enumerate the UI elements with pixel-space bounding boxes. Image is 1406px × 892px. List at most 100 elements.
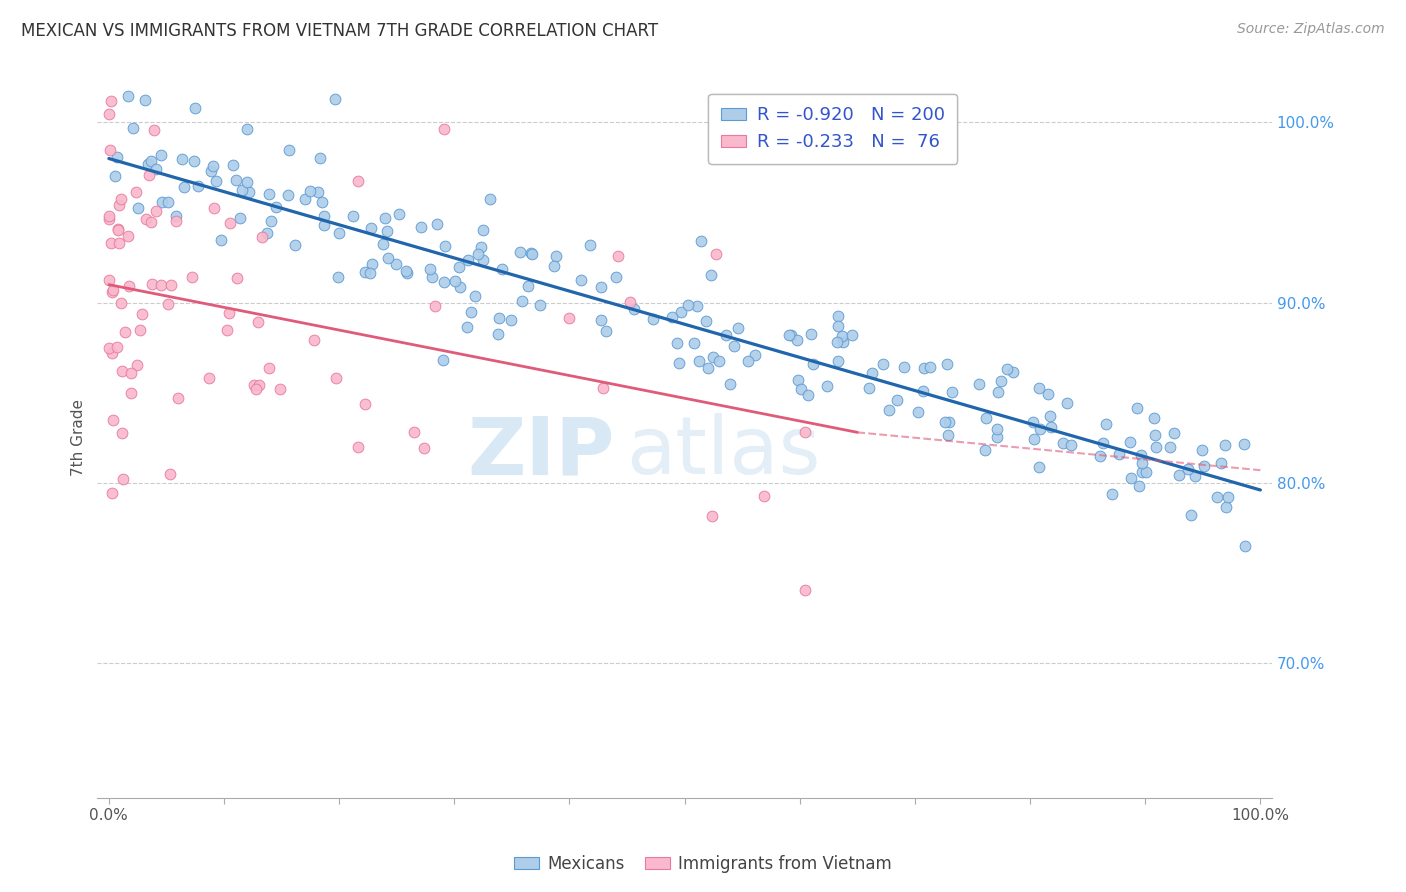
Point <box>328 227 350 241</box>
Point <box>907 405 929 419</box>
Point <box>121 120 143 135</box>
Point <box>371 237 394 252</box>
Point <box>488 310 510 325</box>
Point <box>886 392 908 407</box>
Point <box>180 270 202 285</box>
Point <box>987 385 1010 400</box>
Point <box>145 204 167 219</box>
Point <box>236 122 259 136</box>
Point <box>990 374 1012 388</box>
Point <box>307 185 329 199</box>
Point <box>800 327 823 342</box>
Point <box>444 274 467 288</box>
Point <box>198 371 221 385</box>
Y-axis label: 7th Grade: 7th Grade <box>72 400 86 476</box>
Point <box>877 402 900 417</box>
Point <box>704 247 727 261</box>
Point <box>135 211 157 226</box>
Point <box>794 582 817 597</box>
Point <box>97 209 120 223</box>
Point <box>134 93 156 107</box>
Point <box>235 175 257 189</box>
Point <box>516 278 538 293</box>
Point <box>228 211 250 225</box>
Point <box>1168 467 1191 482</box>
Point <box>707 353 730 368</box>
Point <box>260 214 283 228</box>
Point <box>794 425 817 439</box>
Point <box>1215 438 1237 452</box>
Point <box>752 489 775 503</box>
Point <box>245 382 267 396</box>
Point <box>125 185 148 199</box>
Point <box>311 194 333 209</box>
Point <box>360 220 382 235</box>
Point <box>100 346 122 360</box>
Point <box>543 260 565 274</box>
Point <box>872 357 894 371</box>
Point <box>702 508 724 523</box>
Point <box>395 264 418 278</box>
Point <box>219 216 242 230</box>
Point <box>247 378 270 392</box>
Point <box>688 354 710 368</box>
Point <box>377 251 399 265</box>
Point <box>225 271 247 285</box>
Point <box>464 289 486 303</box>
Point <box>422 269 444 284</box>
Point <box>209 233 232 247</box>
Point <box>98 272 121 286</box>
Point <box>107 222 129 236</box>
Text: MEXICAN VS IMMIGRANTS FROM VIETNAM 7TH GRADE CORRELATION CHART: MEXICAN VS IMMIGRANTS FROM VIETNAM 7TH G… <box>21 22 658 40</box>
Point <box>938 415 960 429</box>
Point <box>117 89 139 103</box>
Point <box>170 152 193 166</box>
Point <box>242 378 264 392</box>
Point <box>700 268 723 282</box>
Point <box>470 239 492 253</box>
Point <box>472 222 495 236</box>
Point <box>361 257 384 271</box>
Point <box>183 154 205 169</box>
Point <box>519 246 541 260</box>
Point <box>388 207 411 221</box>
Point <box>157 195 180 210</box>
Point <box>1052 436 1074 450</box>
Point <box>1056 396 1078 410</box>
Point <box>165 214 187 228</box>
Point <box>173 180 195 194</box>
Point <box>347 440 370 454</box>
Point <box>744 348 766 362</box>
Point <box>110 192 132 206</box>
Point <box>1163 426 1185 441</box>
Point <box>460 305 482 319</box>
Point <box>1209 456 1232 470</box>
Point <box>325 371 347 385</box>
Point <box>786 333 808 347</box>
Point <box>165 210 187 224</box>
Point <box>101 285 124 299</box>
Point <box>690 234 713 248</box>
Point <box>377 224 399 238</box>
Point <box>1216 490 1239 504</box>
Point <box>1177 462 1199 476</box>
Point <box>449 260 471 275</box>
Text: Source: ZipAtlas.com: Source: ZipAtlas.com <box>1237 22 1385 37</box>
Point <box>1028 459 1050 474</box>
Point <box>433 275 456 289</box>
Point <box>797 387 820 401</box>
Point <box>108 235 131 250</box>
Legend: Mexicans, Immigrants from Vietnam: Mexicans, Immigrants from Vietnam <box>508 848 898 880</box>
Point <box>986 422 1008 436</box>
Point <box>141 215 163 229</box>
Point <box>247 315 270 329</box>
Point <box>815 379 838 393</box>
Point <box>167 391 190 405</box>
Point <box>111 364 134 378</box>
Point <box>342 209 364 223</box>
Point <box>105 150 128 164</box>
Point <box>186 178 208 193</box>
Point <box>595 324 617 338</box>
Point <box>149 277 172 292</box>
Point <box>1091 436 1114 450</box>
